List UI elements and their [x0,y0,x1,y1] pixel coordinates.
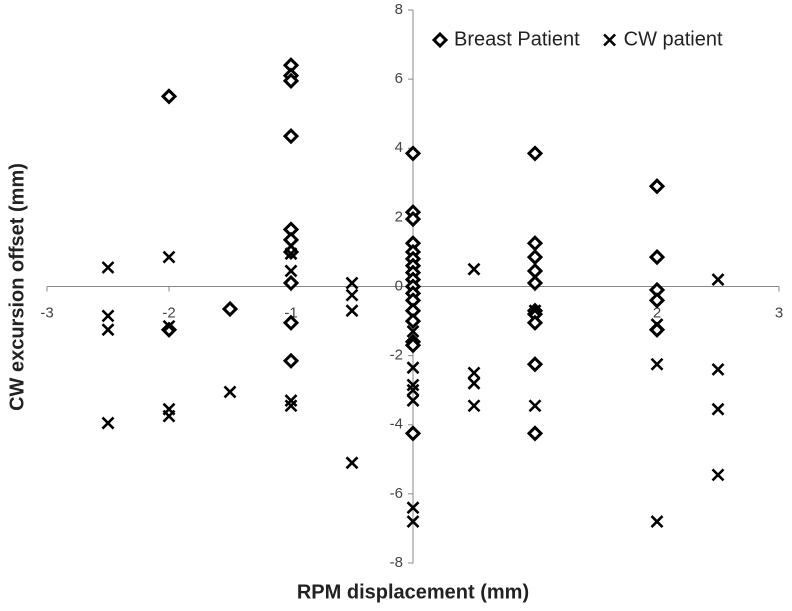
diamond-marker [648,178,666,195]
diamond-marker [404,312,422,330]
x-marker [284,247,298,261]
diamond-marker [526,314,544,331]
diamond-marker [160,321,178,338]
diamond-marker [221,300,239,318]
x-marker [101,416,115,430]
legend-label: Breast Patient [454,28,580,50]
diamond-marker [526,235,544,252]
x-marker [528,399,542,413]
y-tick-label: 4 [395,139,403,156]
diamond-marker [282,128,300,145]
x-tick-label: 3 [775,304,783,321]
x-marker [467,262,481,276]
x-marker [467,376,481,390]
x-marker [406,361,420,375]
x-tick-label: -1 [284,304,297,321]
x-axis-title: RPM displacement (mm) [297,581,529,603]
x-marker [711,273,725,287]
x-marker [101,309,115,323]
x-tick-label: 2 [653,304,661,321]
diamond-marker [404,425,422,442]
y-tick-label: 8 [395,1,403,18]
legend-label: CW patient [624,28,723,50]
diamond-marker [282,352,300,369]
diamond-marker [282,72,300,89]
y-tick-label: -8 [390,554,403,571]
x-marker [406,325,420,338]
x-marker [223,385,237,399]
diamond-marker [526,356,544,373]
diamond-marker [404,145,422,162]
x-marker [284,399,298,413]
diamond-marker [526,274,544,292]
diamond-marker [282,274,300,292]
diamond-marker [282,314,300,331]
x-marker [406,501,420,515]
diamond-marker [431,31,449,49]
x-marker [711,468,725,482]
x-marker [711,363,725,376]
x-marker [406,378,420,392]
x-marker [101,261,115,274]
diamond-marker [526,145,544,162]
y-tick-label: -6 [390,485,403,502]
diamond-marker [648,249,666,266]
x-marker [345,304,359,318]
diamond-marker [526,249,544,266]
x-marker [162,250,176,264]
x-marker [406,383,420,397]
x-marker [650,515,664,528]
x-marker [162,409,176,423]
diamond-marker [160,88,178,105]
x-marker [528,304,542,318]
x-marker [284,394,298,407]
y-tick-label: 0 [395,277,403,294]
y-tick-label: 2 [395,208,403,225]
x-tick-label: -3 [40,304,53,321]
x-marker [467,366,481,380]
x-marker [711,402,725,416]
x-marker [650,357,664,371]
x-marker [345,276,359,290]
x-marker [406,515,420,528]
x-marker [406,394,420,407]
diamond-marker [404,210,422,228]
x-marker [467,399,481,413]
x-marker [345,456,359,470]
x-marker [101,323,115,337]
y-tick-label: 6 [395,70,403,87]
x-marker [650,318,664,331]
y-axis-title: CW excursion offset (mm) [6,163,28,411]
x-marker [162,319,176,333]
y-tick-label: -4 [390,416,403,433]
diamond-marker [404,337,422,354]
x-marker [345,288,359,302]
x-tick-label: -2 [162,304,175,321]
diamond-marker [526,425,544,442]
x-marker [284,264,298,278]
x-marker [603,33,617,47]
diamond-marker [648,292,666,309]
y-tick-label: -2 [390,347,403,364]
